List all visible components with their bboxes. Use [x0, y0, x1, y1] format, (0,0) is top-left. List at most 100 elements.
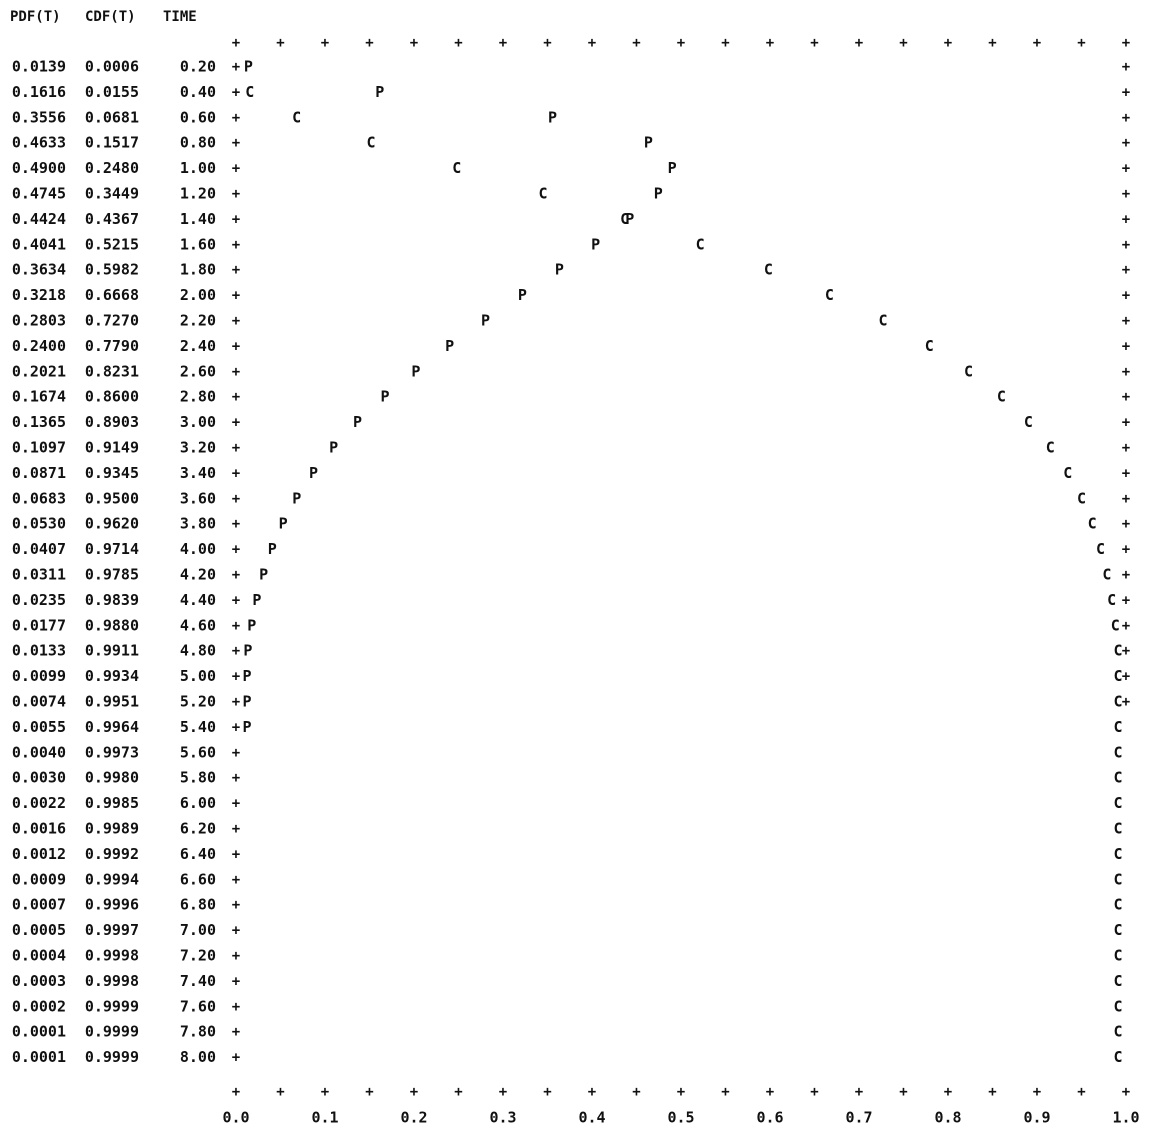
border-plus-top: + [721, 35, 729, 51]
pdf-point: P [518, 286, 527, 304]
border-plus-left: + [232, 770, 240, 786]
pdf-point: P [654, 185, 663, 203]
cdf-point: C [925, 337, 934, 355]
border-plus-top: + [855, 35, 863, 51]
time-value: 6.40 [180, 845, 216, 863]
cdf-point: C [1113, 921, 1122, 939]
cdf-point: C [1113, 1023, 1122, 1041]
time-value: 1.80 [180, 261, 216, 279]
border-plus-left: + [232, 567, 240, 583]
border-plus-bottom: + [543, 1084, 551, 1100]
pdf-value: 0.0177 [12, 616, 66, 634]
cdf-point: C [245, 83, 254, 101]
pdf-value: 0.0530 [12, 515, 66, 533]
border-plus-bottom: + [766, 1084, 774, 1100]
cdf-value: 0.8600 [85, 388, 139, 406]
border-plus-right: + [1122, 84, 1130, 100]
cdf-point: C [1024, 413, 1033, 431]
border-plus-right: + [1122, 440, 1130, 456]
time-value: 3.80 [180, 515, 216, 533]
time-value: 4.00 [180, 540, 216, 558]
pdf-value: 0.0055 [12, 718, 66, 736]
cdf-value: 0.9985 [85, 794, 139, 812]
time-value: 5.60 [180, 743, 216, 761]
time-value: 3.60 [180, 489, 216, 507]
pdf-value: 0.0235 [12, 591, 66, 609]
border-plus-right: + [1122, 491, 1130, 507]
pdf-value: 0.0001 [12, 1048, 66, 1066]
border-plus-top: + [499, 35, 507, 51]
cdf-point: C [1102, 566, 1111, 584]
border-plus-right: + [1122, 161, 1130, 177]
pdf-point: P [242, 667, 251, 685]
border-plus-left: + [232, 516, 240, 532]
border-plus-top: + [232, 35, 240, 51]
pdf-point: P [445, 337, 454, 355]
border-plus-right: + [1122, 288, 1130, 304]
cdf-point: C [964, 362, 973, 380]
cdf-point: C [1113, 972, 1122, 990]
border-plus-top: + [1033, 35, 1041, 51]
pdf-value: 0.2021 [12, 362, 66, 380]
cdf-value: 0.9785 [85, 566, 139, 584]
cdf-point: C [366, 134, 375, 152]
time-value: 2.20 [180, 312, 216, 330]
time-value: 1.20 [180, 185, 216, 203]
border-plus-left: + [232, 110, 240, 126]
border-plus-top: + [365, 35, 373, 51]
x-tick-label: 0.4 [578, 1109, 605, 1127]
pdf-value: 0.0074 [12, 693, 66, 711]
border-plus-bottom: + [1077, 1084, 1085, 1100]
pdf-value: 0.0040 [12, 743, 66, 761]
pdf-value: 0.0012 [12, 845, 66, 863]
border-plus-top: + [677, 35, 685, 51]
time-value: 6.60 [180, 870, 216, 888]
cdf-point: C [1096, 540, 1105, 558]
time-value: 0.20 [180, 58, 216, 76]
border-plus-top: + [632, 35, 640, 51]
pdf-point: P [668, 159, 677, 177]
border-plus-bottom: + [855, 1084, 863, 1100]
border-plus-bottom: + [499, 1084, 507, 1100]
time-value: 2.00 [180, 286, 216, 304]
border-plus-left: + [232, 237, 240, 253]
border-plus-bottom: + [365, 1084, 373, 1100]
pdf-point: P [625, 210, 634, 228]
cdf-value: 0.9998 [85, 947, 139, 965]
border-plus-top: + [1122, 35, 1130, 51]
cdf-point: C [997, 388, 1006, 406]
time-value: 5.40 [180, 718, 216, 736]
time-value: 1.60 [180, 235, 216, 253]
cdf-point: C [1113, 667, 1122, 685]
cdf-value: 0.9998 [85, 972, 139, 990]
pdf-value: 0.0139 [12, 58, 66, 76]
border-plus-top: + [454, 35, 462, 51]
pdf-value: 0.0133 [12, 642, 66, 660]
column-header: PDF(T) [10, 9, 61, 25]
border-plus-bottom: + [232, 1084, 240, 1100]
x-tick-label: 1.0 [1112, 1109, 1139, 1127]
time-value: 6.80 [180, 896, 216, 914]
pdf-point: P [309, 464, 318, 482]
time-value: 3.00 [180, 413, 216, 431]
border-plus-left: + [232, 872, 240, 888]
cdf-point: C [1107, 591, 1116, 609]
border-plus-right: + [1122, 389, 1130, 405]
cdf-value: 0.5982 [85, 261, 139, 279]
time-value: 0.60 [180, 108, 216, 126]
pdf-point: P [375, 83, 384, 101]
time-value: 7.00 [180, 921, 216, 939]
cdf-value: 0.9999 [85, 997, 139, 1015]
cdf-value: 0.9964 [85, 718, 139, 736]
border-plus-right: + [1122, 135, 1130, 151]
pdf-point: P [268, 540, 277, 558]
time-value: 5.00 [180, 667, 216, 685]
pdf-point: P [555, 261, 564, 279]
cdf-value: 0.7790 [85, 337, 139, 355]
cdf-value: 0.8231 [85, 362, 139, 380]
cdf-value: 0.7270 [85, 312, 139, 330]
pdf-value: 0.4745 [12, 185, 66, 203]
pdf-point: P [242, 693, 251, 711]
border-plus-right: + [1122, 465, 1130, 481]
cdf-value: 0.9973 [85, 743, 139, 761]
